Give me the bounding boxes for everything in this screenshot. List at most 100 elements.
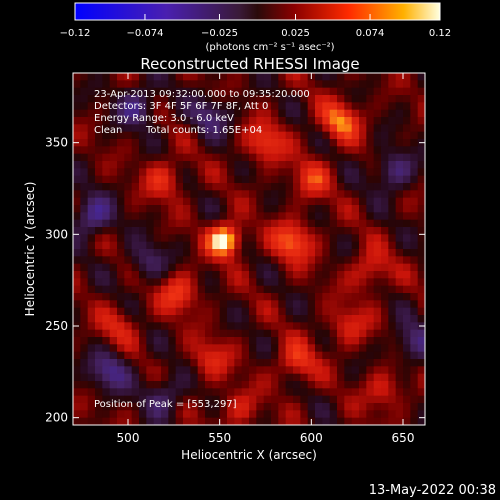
- heatmap-cell: [249, 381, 257, 389]
- heatmap-cell: [234, 146, 243, 155]
- heatmap-cell: [300, 205, 309, 213]
- heatmap-cell: [278, 263, 287, 272]
- heatmap-cell: [146, 139, 155, 147]
- heatmap-cell: [205, 271, 213, 279]
- heatmap-cell: [146, 271, 155, 279]
- heatmap-cell: [351, 337, 360, 345]
- heatmap-cell: [234, 300, 243, 309]
- heatmap-cell: [344, 366, 353, 375]
- heatmap-cell: [337, 234, 345, 243]
- heatmap-cell: [146, 146, 155, 155]
- heatmap-cell: [219, 241, 228, 250]
- annotation-detectors: Detectors: 3F 4F 5F 6F 7F 8F, Att 0: [94, 101, 268, 112]
- heatmap-cell: [124, 117, 133, 125]
- heatmap-cell: [300, 337, 309, 345]
- heatmap-cell: [359, 263, 367, 272]
- plot-frame: [72, 72, 426, 426]
- heatmap-cell: [344, 403, 353, 411]
- heatmap-cell: [212, 95, 221, 103]
- heatmap-cell: [197, 205, 206, 213]
- heatmap-cell: [95, 139, 103, 147]
- heatmap-cell: [212, 388, 221, 397]
- heatmap-cell: [359, 87, 367, 96]
- heatmap-cell: [80, 146, 89, 155]
- heatmap-cell: [190, 410, 199, 419]
- heatmap-cell: [417, 285, 426, 294]
- heatmap-cell: [359, 212, 367, 221]
- heatmap-cell: [109, 337, 118, 345]
- heatmap-cell: [161, 366, 169, 375]
- heatmap-cell: [124, 293, 133, 301]
- heatmap-cell: [227, 146, 235, 155]
- heatmap-cell: [403, 183, 411, 191]
- heatmap-cell: [131, 410, 140, 419]
- heatmap-cell: [139, 87, 147, 96]
- heatmap-cell: [249, 249, 257, 257]
- heatmap-cell: [315, 366, 323, 375]
- heatmap-cell: [300, 322, 309, 331]
- heatmap-cell: [117, 359, 125, 367]
- heatmap-cell: [109, 410, 118, 419]
- heatmap-cell: [87, 256, 96, 265]
- heatmap-cell: [329, 263, 338, 272]
- heatmap-cell: [285, 168, 294, 177]
- heatmap-cell: [161, 300, 169, 309]
- heatmap-cell: [388, 403, 397, 411]
- heatmap-cell: [256, 403, 265, 411]
- heatmap-cell: [300, 271, 309, 279]
- heatmap-cell: [337, 351, 345, 360]
- heatmap-cell: [117, 146, 125, 155]
- heatmap-cell: [278, 373, 287, 382]
- heatmap-cell: [293, 146, 301, 155]
- heatmap-cell: [227, 212, 235, 221]
- heatmap-cell: [351, 117, 360, 125]
- heatmap-cell: [168, 95, 177, 103]
- heatmap-cell: [197, 168, 206, 177]
- chart-title: Reconstructed RHESSI Image: [140, 55, 359, 73]
- heatmap-cell: [117, 285, 125, 294]
- heatmap-cell: [168, 417, 177, 426]
- heatmap-cell: [109, 212, 118, 221]
- heatmap-cell: [87, 417, 96, 426]
- heatmap-cell: [285, 278, 294, 287]
- heatmap-cell: [263, 256, 272, 265]
- heatmap-cell: [417, 337, 426, 345]
- heatmap-cell: [366, 161, 375, 169]
- heatmap-cell: [102, 249, 111, 257]
- heatmap-cell: [109, 395, 118, 404]
- heatmap-cell: [249, 293, 257, 301]
- heatmap-cell: [344, 271, 353, 279]
- heatmap-cell: [205, 124, 213, 133]
- heatmap-cell: [234, 351, 243, 360]
- heatmap-cell: [205, 168, 213, 177]
- heatmap-cell: [381, 161, 389, 169]
- heatmap-cell: [278, 95, 287, 103]
- y-tick-label: 200: [45, 411, 68, 425]
- heatmap-cell: [249, 373, 257, 382]
- heatmap-cell: [175, 315, 184, 323]
- heatmap-cell: [271, 300, 279, 309]
- heatmap-cell: [109, 234, 118, 243]
- heatmap-cell: [366, 263, 375, 272]
- heatmap-cell: [285, 161, 294, 169]
- heatmap-cell: [322, 388, 331, 397]
- heatmap-cell: [183, 241, 191, 250]
- heatmap-cell: [212, 329, 221, 338]
- heatmap-cell: [307, 161, 316, 169]
- heatmap-cell: [293, 373, 301, 382]
- heatmap-cell: [175, 80, 184, 89]
- heatmap-cell: [146, 373, 155, 382]
- heatmap-cell: [322, 249, 331, 257]
- heatmap-cell: [205, 131, 213, 140]
- heatmap-cell: [256, 190, 265, 199]
- heatmap-cell: [161, 307, 169, 316]
- heatmap-cell: [117, 161, 125, 169]
- heatmap-cell: [234, 175, 243, 184]
- heatmap-cell: [87, 124, 96, 133]
- heatmap-cell: [256, 175, 265, 184]
- heatmap-cell: [153, 168, 162, 177]
- heatmap-cell: [300, 234, 309, 243]
- heatmap-cell: [417, 117, 426, 125]
- heatmap-cell: [263, 285, 272, 294]
- heatmap-cell: [212, 249, 221, 257]
